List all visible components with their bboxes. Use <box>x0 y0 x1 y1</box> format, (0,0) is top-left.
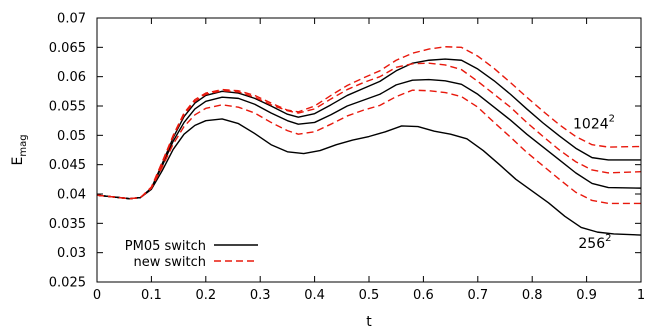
y-tick-label: 0.04 <box>57 188 86 203</box>
series-line-4-dashed <box>96 89 641 205</box>
annotation-1024-label: 10242 <box>573 113 615 132</box>
y-tick-label: 0.055 <box>49 100 86 115</box>
x-axis-label: t <box>366 314 372 329</box>
x-tick-label: 0.3 <box>250 288 271 303</box>
x-tick-label: 0.7 <box>467 288 488 303</box>
annotation-256-base: 256 <box>578 236 605 252</box>
ticks-layer <box>96 17 642 283</box>
x-tick-label: 0.8 <box>522 288 543 303</box>
legend-label-new: new switch <box>133 255 206 270</box>
x-tick-label: 0.4 <box>304 288 325 303</box>
tick-labels-layer: 0 0.1 0.2 0.3 0.4 0.5 0.6 0.7 0.8 0.9 1 0.025 0.03 0.… <box>49 12 645 304</box>
y-tick-label: 0.07 <box>57 12 86 27</box>
annotation-256-sup: 2 <box>605 233 611 244</box>
series-layer <box>96 46 642 236</box>
x-tick-label: 0.6 <box>413 288 434 303</box>
series-line-6-dashed <box>96 46 642 200</box>
annotation-1024-base: 1024 <box>573 116 609 132</box>
y-tick-label: 0.065 <box>49 41 86 56</box>
y-tick-label: 0.05 <box>57 129 86 144</box>
y-tick-label: 0.045 <box>49 158 86 173</box>
y-axis-label-base: E <box>10 157 26 166</box>
y-tick-label: 0.06 <box>57 70 86 85</box>
y-tick-label: 0.035 <box>49 217 86 232</box>
y-axis-label-subscript: mag <box>18 134 29 156</box>
x-tick-label: 0.5 <box>359 288 380 303</box>
annotation-256-label: 2562 <box>578 233 611 252</box>
x-tick-label: 0 <box>93 288 101 303</box>
series-line-1-solid <box>96 118 642 236</box>
series-line-5-dashed <box>96 62 642 200</box>
legend: PM05 switch new switch <box>125 239 258 270</box>
x-tick-label: 0.1 <box>141 288 162 303</box>
series-line-2-solid <box>96 78 642 200</box>
x-tick-label: 0.2 <box>195 288 216 303</box>
annotation-256: 2562 <box>578 233 611 252</box>
series-line-3-solid <box>96 58 641 200</box>
y-tick-label: 0.025 <box>49 276 86 291</box>
y-axis-label: Emag <box>10 134 29 165</box>
y-tick-label: 0.03 <box>57 246 86 261</box>
annotation-1024: 10242 <box>573 113 615 132</box>
legend-label-pm05: PM05 switch <box>125 239 206 254</box>
annotation-1024-sup: 2 <box>609 113 615 124</box>
x-tick-label: 1 <box>637 288 645 303</box>
x-tick-label: 0.9 <box>576 288 597 303</box>
